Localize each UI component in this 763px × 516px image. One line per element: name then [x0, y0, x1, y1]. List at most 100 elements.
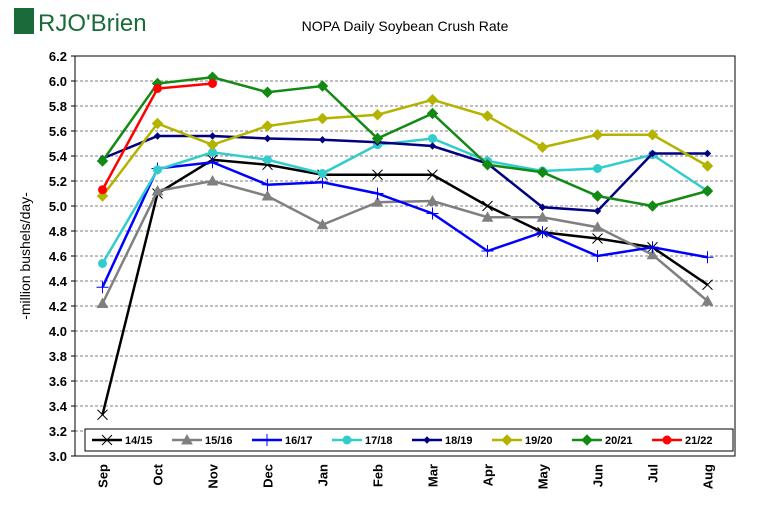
y-tick-label: 5.8: [49, 99, 67, 114]
y-tick-label: 4.0: [49, 324, 67, 339]
marker: [501, 434, 513, 446]
marker: [206, 139, 219, 151]
x-tick-label: Oct: [151, 463, 166, 485]
marker: [646, 129, 659, 141]
logo-mark: [14, 8, 34, 34]
y-tick-label: 5.0: [49, 199, 67, 214]
marker: [646, 200, 659, 212]
marker: [263, 155, 272, 165]
marker: [581, 434, 593, 446]
series-line: [101, 179, 709, 305]
legend-label: 19/20: [525, 435, 553, 447]
marker: [593, 207, 602, 215]
marker: [536, 211, 549, 222]
marker: [151, 184, 164, 196]
x-tick-label: Feb: [371, 464, 386, 487]
legend-label: 21/22: [685, 435, 713, 447]
marker: [481, 110, 494, 122]
legend: [84, 428, 734, 452]
marker: [371, 196, 384, 207]
marker: [263, 134, 272, 143]
legend-label: 16/17: [285, 435, 313, 447]
marker: [536, 166, 549, 178]
marker: [97, 409, 108, 421]
logo: RJO'Brien: [38, 10, 147, 37]
y-tick-label: 5.4: [49, 149, 68, 164]
marker: [181, 433, 193, 445]
chart-title: NOPA Daily Soybean Crush Rate: [302, 18, 509, 34]
x-tick-label: Mar: [426, 464, 441, 487]
marker: [261, 434, 273, 446]
series-line: [102, 134, 708, 213]
marker: [372, 169, 383, 181]
y-tick-label: 3.4: [49, 399, 68, 414]
marker: [151, 117, 164, 130]
marker: [592, 233, 603, 244]
y-tick-label: 4.8: [49, 224, 67, 239]
marker: [316, 218, 329, 230]
x-tick-label: Dec: [261, 464, 276, 488]
marker: [98, 259, 107, 268]
y-tick-label: 3.0: [49, 449, 67, 464]
y-tick-label: 4.2: [49, 299, 67, 314]
marker: [206, 156, 219, 169]
marker: [536, 141, 549, 153]
legend-label: 17/18: [365, 435, 393, 447]
y-tick-label: 4.4: [49, 274, 68, 289]
y-tick-label: 6.2: [49, 49, 67, 64]
marker: [371, 109, 384, 121]
marker: [206, 174, 219, 186]
marker: [701, 185, 714, 197]
marker: [701, 294, 714, 306]
marker: [426, 207, 439, 220]
marker: [481, 245, 494, 257]
y-tick-label: 4.6: [49, 249, 67, 264]
legend-label: 20/21: [605, 435, 633, 447]
marker: [371, 132, 384, 145]
y-tick-label: 3.2: [49, 424, 67, 439]
y-tick-label: 6.0: [49, 74, 67, 89]
marker: [261, 86, 274, 98]
marker: [646, 241, 659, 254]
marker: [591, 250, 604, 262]
marker: [153, 84, 162, 93]
marker: [701, 160, 714, 172]
marker: [662, 435, 672, 445]
marker: [703, 149, 712, 158]
marker: [702, 279, 713, 291]
marker: [427, 169, 438, 181]
marker: [591, 221, 604, 232]
marker: [482, 200, 493, 212]
marker: [153, 165, 162, 175]
y-axis-label: -million bushels/day-: [17, 192, 33, 320]
marker: [96, 297, 109, 308]
marker: [318, 169, 327, 178]
marker: [153, 132, 162, 140]
marker: [591, 190, 604, 202]
marker: [593, 164, 602, 173]
series-line: [101, 160, 708, 288]
marker: [316, 80, 329, 92]
series-line: [101, 158, 709, 416]
marker: [426, 107, 439, 120]
marker: [701, 251, 714, 264]
legend-label: 14/15: [125, 435, 153, 447]
series-line: [101, 75, 708, 208]
marker: [318, 136, 327, 144]
x-tick-label: May: [536, 463, 551, 489]
marker: [646, 248, 659, 260]
y-tick-label: 3.8: [49, 349, 67, 364]
marker: [426, 94, 439, 106]
marker: [96, 190, 109, 202]
marker: [371, 187, 384, 200]
y-tick-label: 3.6: [49, 374, 67, 389]
marker: [208, 132, 217, 140]
marker: [481, 211, 494, 222]
marker: [261, 178, 274, 191]
marker: [98, 185, 107, 195]
marker: [423, 436, 431, 444]
x-tick-label: Jun: [591, 464, 606, 487]
series-line: [101, 98, 709, 197]
marker: [648, 149, 657, 158]
